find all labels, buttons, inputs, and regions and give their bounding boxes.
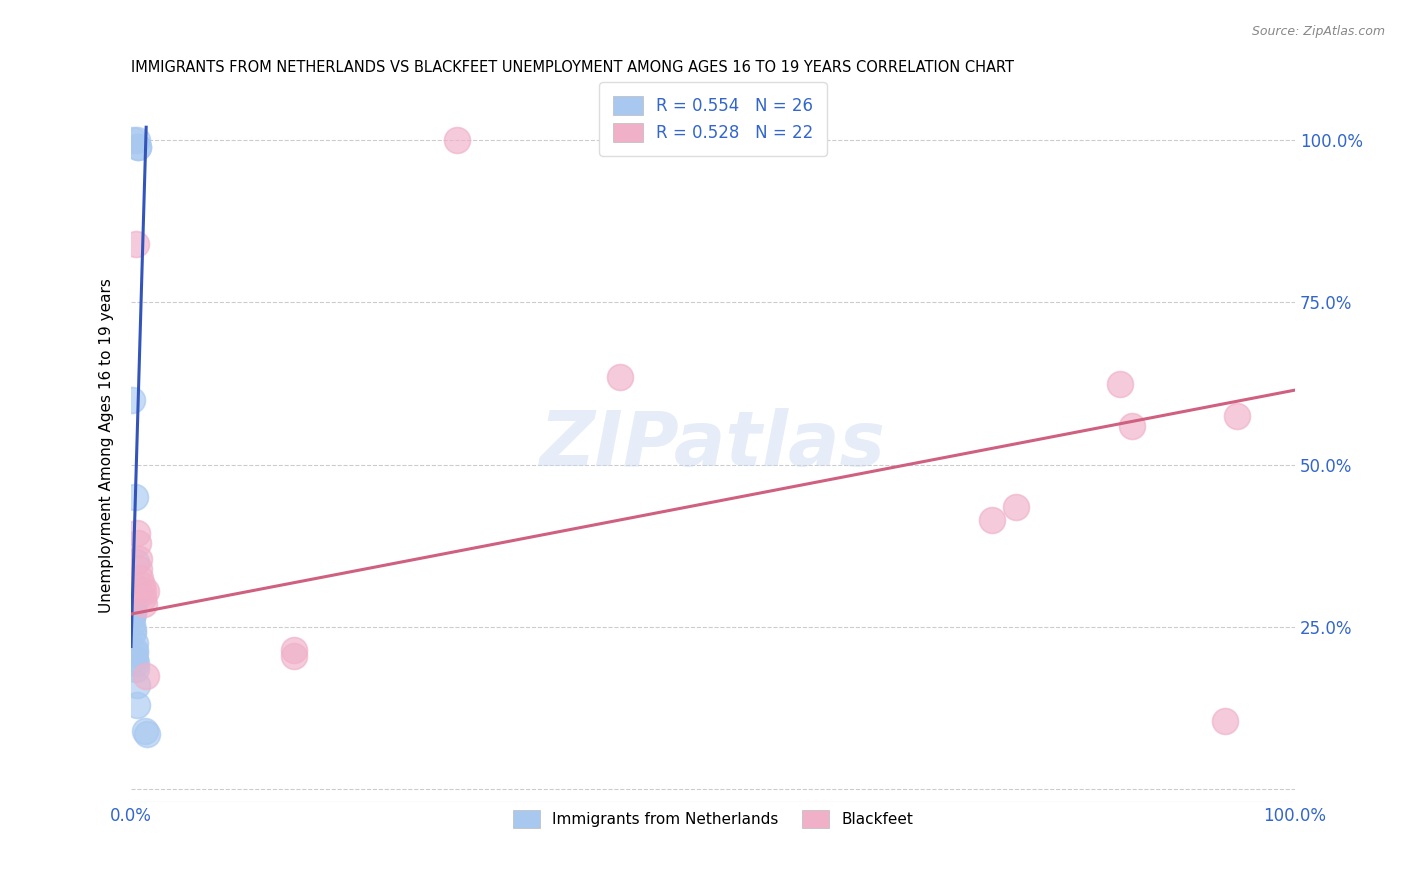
Point	[609, 370, 631, 384]
Point	[122, 607, 145, 621]
Point	[125, 237, 148, 252]
Point	[981, 513, 1004, 527]
Point	[124, 594, 146, 608]
Point	[125, 656, 148, 670]
Point	[125, 662, 148, 676]
Point	[283, 642, 305, 657]
Point	[1213, 714, 1236, 728]
Point	[124, 636, 146, 650]
Y-axis label: Unemployment Among Ages 16 to 19 years: Unemployment Among Ages 16 to 19 years	[100, 277, 114, 613]
Text: IMMIGRANTS FROM NETHERLANDS VS BLACKFEET UNEMPLOYMENT AMONG AGES 16 TO 19 YEARS : IMMIGRANTS FROM NETHERLANDS VS BLACKFEET…	[131, 60, 1014, 75]
Point	[1121, 418, 1143, 433]
Point	[122, 604, 145, 618]
Point	[122, 624, 145, 638]
Point	[1109, 376, 1132, 391]
Legend: Immigrants from Netherlands, Blackfeet: Immigrants from Netherlands, Blackfeet	[506, 804, 920, 834]
Point	[125, 581, 148, 595]
Point	[283, 649, 305, 664]
Point	[124, 646, 146, 660]
Point	[124, 642, 146, 657]
Point	[131, 578, 153, 592]
Point	[131, 591, 153, 605]
Point	[128, 552, 150, 566]
Point	[132, 597, 155, 611]
Point	[134, 723, 156, 738]
Point	[129, 571, 152, 585]
Point	[124, 490, 146, 504]
Text: ZIPatlas: ZIPatlas	[540, 409, 886, 483]
Text: Source: ZipAtlas.com: Source: ZipAtlas.com	[1251, 25, 1385, 38]
Point	[127, 139, 149, 153]
Point	[127, 139, 149, 153]
Point	[136, 727, 159, 741]
Point	[131, 584, 153, 599]
Point	[124, 652, 146, 666]
Point	[446, 133, 468, 147]
Point	[122, 626, 145, 640]
Point	[1004, 500, 1026, 514]
Point	[121, 610, 143, 624]
Point	[127, 535, 149, 549]
Point	[135, 584, 157, 599]
Point	[125, 678, 148, 692]
Point	[121, 616, 143, 631]
Point	[125, 525, 148, 540]
Point	[135, 669, 157, 683]
Point	[125, 555, 148, 569]
Point	[125, 698, 148, 712]
Point	[121, 392, 143, 407]
Point	[128, 561, 150, 575]
Point	[122, 133, 145, 147]
Point	[125, 133, 148, 147]
Point	[122, 597, 145, 611]
Point	[1226, 409, 1249, 423]
